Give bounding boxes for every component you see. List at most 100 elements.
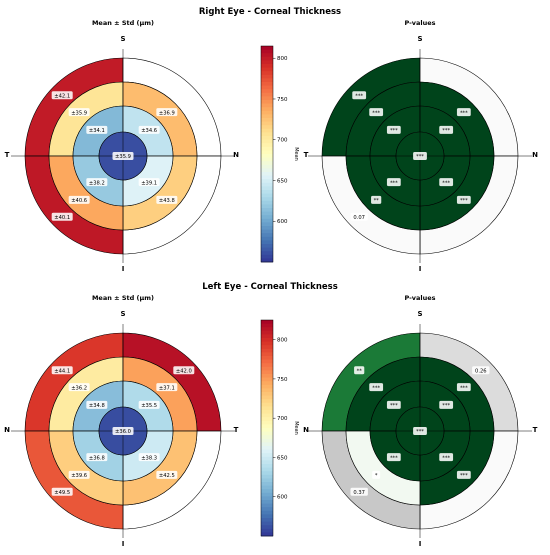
colorbar-segment — [261, 474, 273, 479]
left-eye-pvalues-outer-upper-left-label: ** — [357, 368, 363, 374]
left-pvalue-left-label: N — [303, 426, 309, 434]
right-eye-pvalues-middle-upper-right-label-box — [456, 108, 471, 117]
left-eye-pvalues-middle-upper-left-label: *** — [372, 385, 380, 391]
right-eye-pvalues-middle-lower-right-label-box — [456, 195, 471, 204]
right-eye-mean-center-label: ±35.9 — [115, 154, 131, 160]
left-eye-pvalues-outer-upper-left-label-box — [354, 366, 365, 375]
left-eye-pvalues-middle-lower-right-label: *** — [460, 473, 468, 479]
right-eye-mean-outer-upper-left-label-box — [51, 91, 73, 100]
colorbar-segment — [261, 525, 273, 530]
left-eye-pvalues-middle-upper-right-label: *** — [460, 385, 468, 391]
colorbar-segment — [261, 146, 273, 151]
right-pvalue-left-label: T — [304, 151, 309, 159]
left-eye-mean-outer-upper-left-label-box — [51, 366, 73, 375]
colorbar-tick-label: 750 — [277, 377, 288, 383]
right-eye-pvalue-map: ***0.07*** *********** ************ — [308, 49, 532, 263]
colorbar-segment — [261, 236, 273, 241]
colorbar-segment — [261, 78, 273, 83]
left-eye-pvalues-middle-lower-right-label-box — [456, 470, 471, 479]
right-eye-mean-inner-lower-left-label-box — [86, 178, 108, 187]
left-eye-suptitle: Left Eye - Corneal Thickness — [202, 282, 338, 292]
left-eye-mean-middle-lower-right-label-box — [156, 470, 178, 479]
colorbar-segment — [261, 388, 273, 393]
left-eye-mean-inner-lower-right-label: ±38.3 — [141, 455, 157, 461]
left-eye-mean-middle-upper-left-label-box — [68, 383, 90, 392]
colorbar-segment — [261, 377, 273, 382]
left-eye-pvalues-outer-upper-right-label: 0.26 — [475, 368, 487, 374]
right-eye-pvalues-outer-lower-left-label: 0.07 — [353, 215, 365, 221]
left-eye-mean-middle-lower-left-label: ±39.6 — [71, 473, 87, 479]
colorbar-segment — [261, 254, 273, 259]
colorbar-segment — [261, 424, 273, 429]
colorbar-segment — [261, 510, 273, 515]
right-eye-pvalues-outer-upper-left-label-box — [352, 91, 367, 100]
right-pvalue-right-label: N — [532, 151, 538, 159]
right-pvalue-bottom-label: I — [419, 265, 422, 273]
colorbar-segment — [261, 247, 273, 252]
right-eye-mean-middle-upper-right-label: ±36.9 — [159, 110, 175, 116]
left-eye-pvalue-map: ** 0.260.37*** ********** ************ — [308, 324, 532, 538]
left-eye-pvalues-center-label-box — [413, 427, 427, 435]
left-mean-title: Mean ± Std (μm) — [92, 294, 154, 302]
colorbar-segment — [261, 453, 273, 458]
left-eye-pvalues-inner-upper-right-label-box — [439, 400, 454, 409]
colorbar-segment — [261, 229, 273, 234]
colorbar-segment — [261, 193, 273, 198]
left-mean-left-label: N — [4, 426, 10, 434]
left-eye-mean-outer-upper-right-label: ±42.0 — [176, 368, 192, 374]
right-eye-pvalues-middle-upper-left-label-box — [369, 108, 384, 117]
right-mean-top-label: S — [120, 35, 125, 43]
right-eye-mean-inner-upper-left-label-box — [86, 125, 108, 134]
left-eye-pvalues-middle-lower-left-label-box — [372, 470, 381, 479]
colorbar-segment — [261, 352, 273, 357]
right-eye-mean-map: ±42.1 ±40.1 ±35.9 ±36.9 ±43.8 ±40.6 ±34.1 ±34.6… — [11, 49, 235, 263]
colorbar-segment — [261, 417, 273, 422]
colorbar-segment — [261, 103, 273, 108]
colorbar-segment — [261, 514, 273, 519]
right-eye-mean-outer-lower-left-label-box — [51, 212, 73, 221]
colorbar-segment — [261, 136, 273, 140]
colorbar-segment — [261, 381, 273, 386]
left-eye-pvalues-outer-upper-right-label-box — [472, 366, 490, 375]
left-pvalue-title: P-values — [404, 294, 435, 302]
left-mean-right-label: T — [234, 426, 239, 434]
colorbar-segment — [261, 460, 273, 465]
colorbar-segment — [261, 431, 273, 436]
right-eye-pvalues-middle-upper-right-label: *** — [460, 110, 468, 116]
colorbar-segment — [261, 500, 273, 504]
colorbar-segment — [261, 211, 273, 216]
colorbar-frame — [260, 45, 274, 263]
right-eye-mean-middle-upper-left-label: ±35.9 — [71, 110, 87, 116]
colorbar-segment — [261, 100, 273, 104]
colorbar-segment — [261, 60, 273, 65]
colorbar-segment — [261, 92, 273, 97]
colorbar-segment — [261, 330, 273, 335]
right-eye-pvalues-inner-upper-right-label-box — [439, 125, 454, 134]
colorbar-segment — [261, 507, 273, 512]
colorbar-segment — [261, 164, 273, 169]
colorbar-segment — [261, 67, 273, 72]
left-eye-pvalues-inner-upper-right-label: *** — [442, 403, 450, 409]
colorbar-segment — [261, 338, 273, 342]
colorbar-segment — [261, 204, 273, 209]
right-pvalue-title: P-values — [404, 19, 435, 27]
right-pvalue-top-label: S — [417, 35, 422, 43]
colorbar-segment — [261, 240, 273, 245]
colorbar-segment — [261, 154, 273, 158]
left-eye-mean-outer-lower-left-label-box — [51, 487, 73, 496]
colorbar-segment — [261, 374, 273, 378]
colorbar-segment — [261, 132, 273, 137]
colorbar-segment — [261, 320, 273, 324]
right-eye-pvalues-middle-upper-left-label: *** — [372, 110, 380, 116]
colorbar-segment — [261, 215, 273, 220]
left-mean-top-label: S — [120, 310, 125, 318]
colorbar-segment — [261, 96, 273, 101]
colorbar-segment — [261, 442, 273, 447]
colorbar-segment — [261, 157, 273, 162]
right-eye-mean-middle-lower-right-label: ±43.8 — [159, 198, 175, 204]
colorbar-segment — [261, 71, 273, 76]
colorbar-segment — [261, 503, 273, 508]
colorbar-segment — [261, 121, 273, 126]
colorbar-segment — [261, 485, 273, 490]
colorbar-segment — [261, 528, 273, 533]
